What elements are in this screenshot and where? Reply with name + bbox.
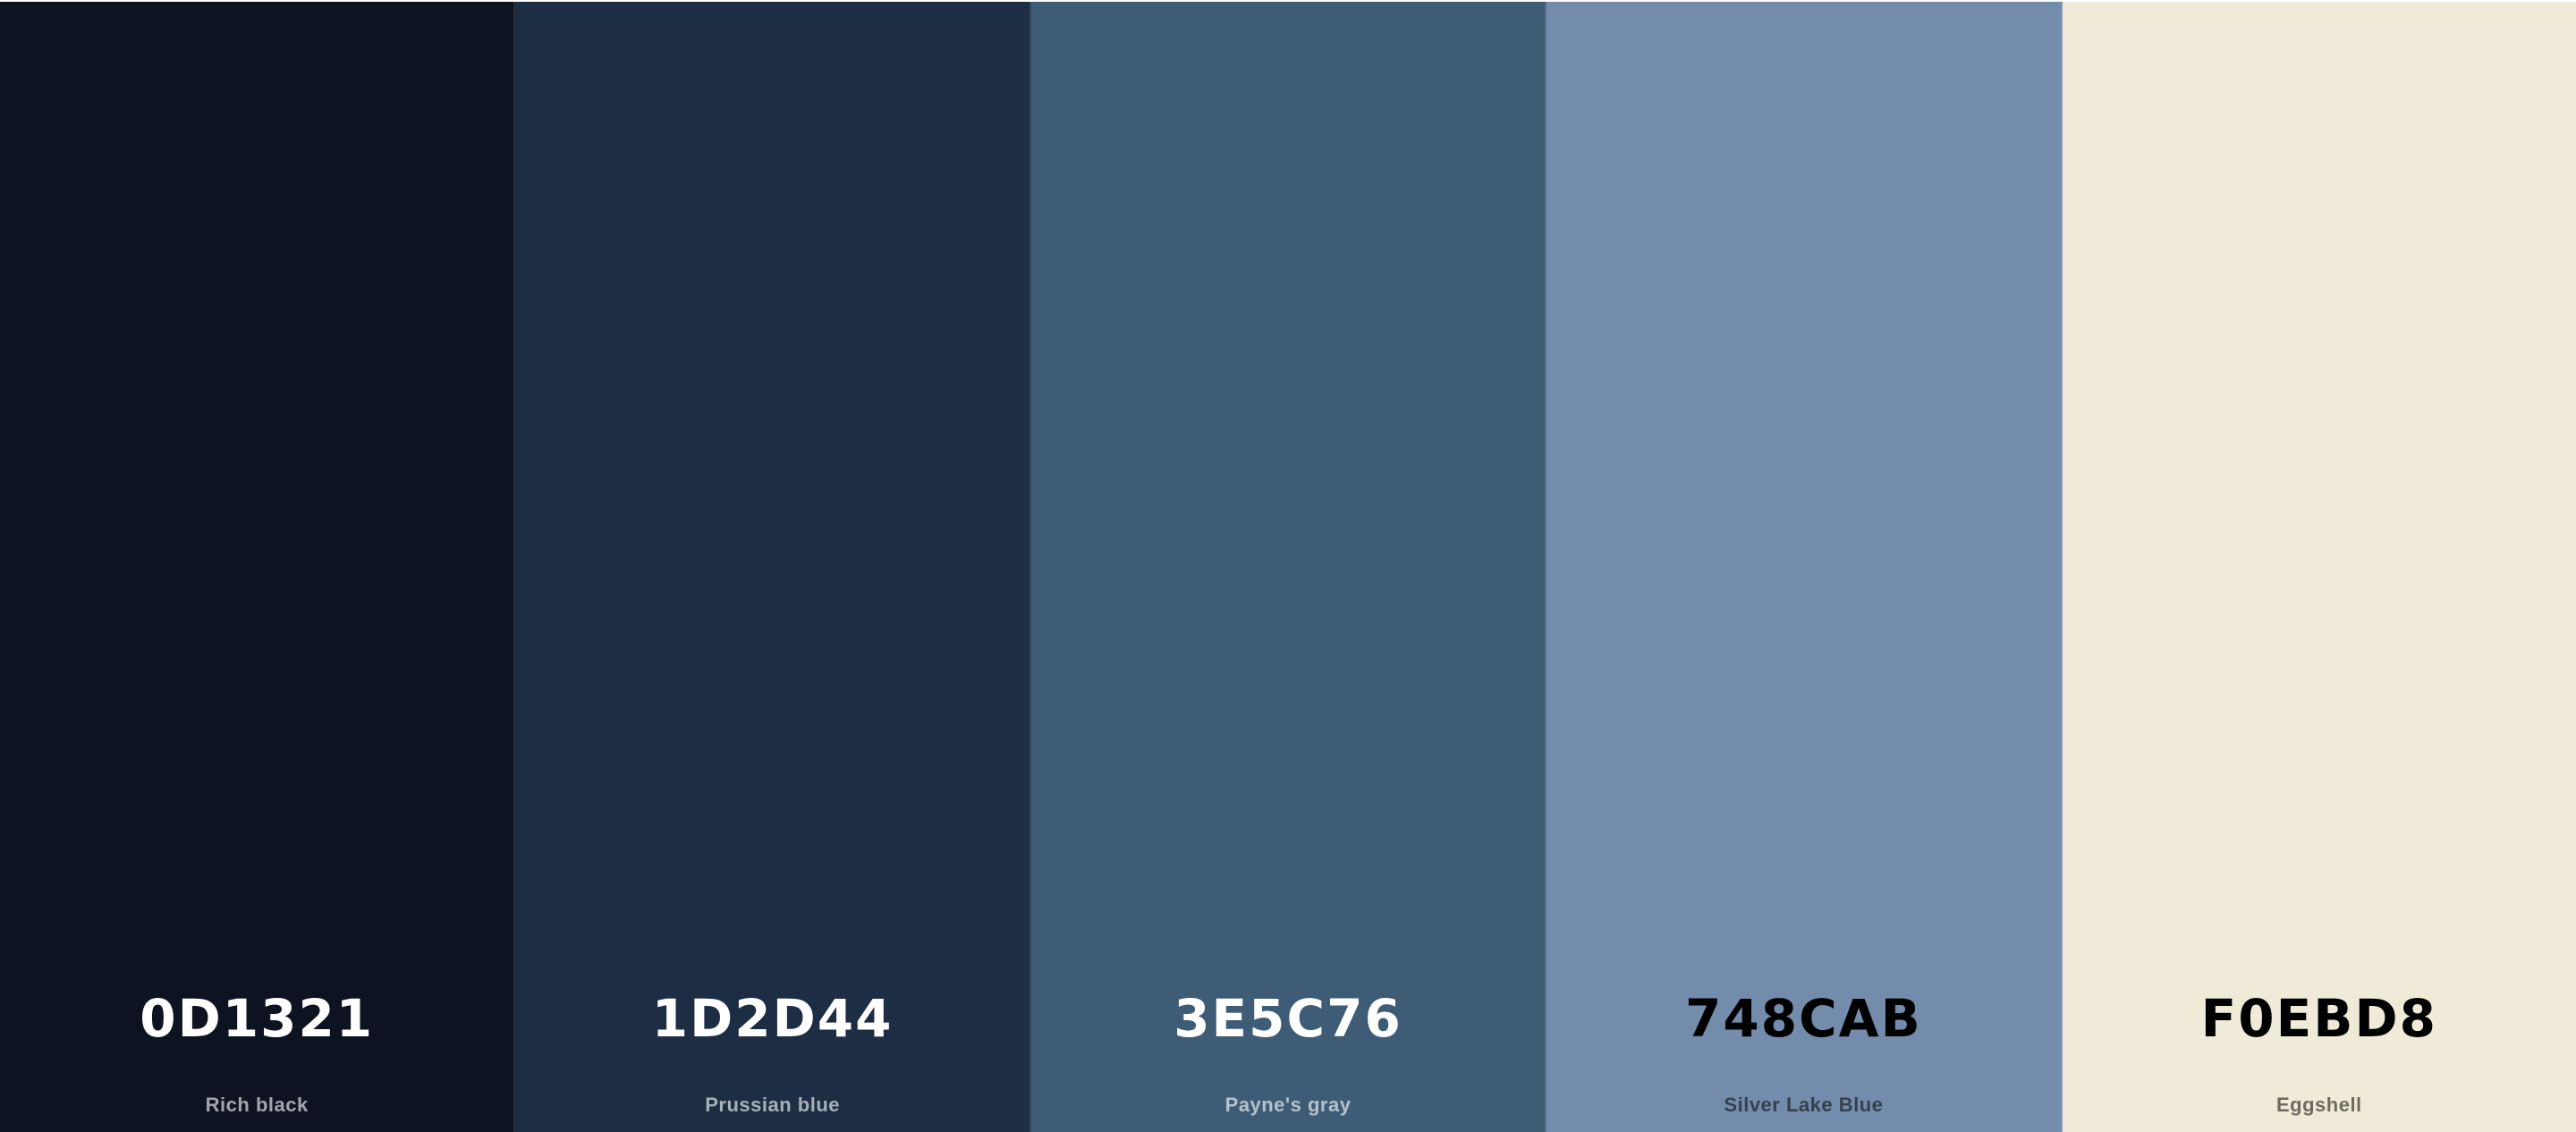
swatch-silver-lake-blue[interactable]: 748CAB Silver Lake Blue	[1546, 2, 2063, 1132]
swatch-color-name: Payne's gray	[1224, 1094, 1352, 1116]
swatch-hex-code: 3E5C76	[1174, 988, 1402, 1049]
swatch-paynes-gray[interactable]: 3E5C76 Payne's gray	[1030, 2, 1547, 1132]
swatch-color-name: Silver Lake Blue	[1724, 1094, 1884, 1116]
swatch-hex-code: 748CAB	[1685, 988, 1922, 1049]
swatch-prussian-blue[interactable]: 1D2D44 Prussian blue	[515, 2, 1031, 1132]
swatch-hex-code: 1D2D44	[651, 988, 894, 1049]
swatch-eggshell[interactable]: F0EBD8 Eggshell	[2062, 2, 2576, 1132]
swatch-hex-code: 0D1321	[140, 988, 375, 1049]
swatch-rich-black[interactable]: 0D1321 Rich black	[0, 2, 516, 1132]
swatch-color-name: Rich black	[205, 1094, 309, 1116]
swatch-color-name: Prussian blue	[705, 1094, 840, 1116]
swatch-color-name: Eggshell	[2275, 1094, 2362, 1116]
swatch-hex-code: F0EBD8	[2200, 988, 2437, 1049]
